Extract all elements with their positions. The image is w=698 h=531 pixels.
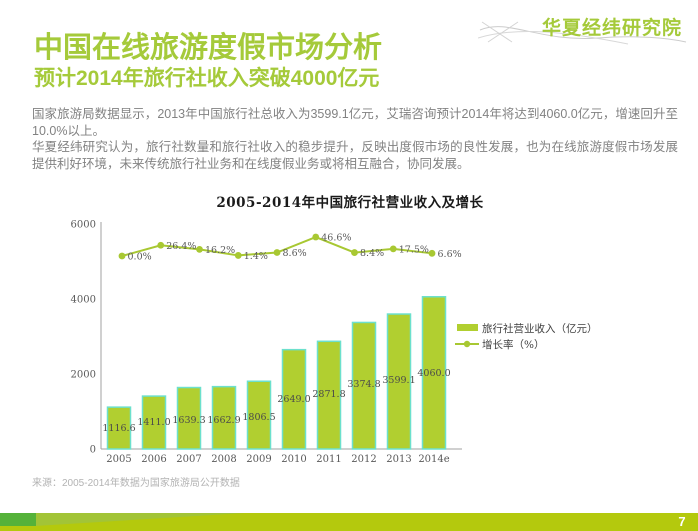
chart-title: 2005-2014年中国旅行社营业收入及增长 <box>216 195 484 211</box>
analysis-text: 国家旅游局数据显示，2013年中国旅行社总收入为3599.1亿元，艾瑞咨询预计2… <box>32 106 678 172</box>
legend-bar-swatch <box>457 324 478 331</box>
y-tick-label: 2000 <box>71 370 96 381</box>
paragraph-2: 华夏经纬研究认为，旅行社数量和旅行社收入的稳步提升，反映出度假市场的良性发展，也… <box>32 140 678 171</box>
growth-point <box>389 245 397 253</box>
revenue-bar <box>141 395 167 450</box>
revenue-bar <box>421 296 447 450</box>
growth-point <box>351 249 358 256</box>
growth-point-label: 8.6% <box>283 248 307 259</box>
growth-point <box>428 249 436 257</box>
growth-point <box>196 246 203 253</box>
logo-swoosh-graphic <box>478 21 687 45</box>
growth-point-label: 17.5% <box>399 244 429 255</box>
growth-point-label: 16.2% <box>205 245 235 256</box>
growth-point-label: 8.4% <box>360 248 384 259</box>
source-note: 来源：2005-2014年数据为国家旅游局公开数据 <box>32 478 240 489</box>
growth-point-label: 46.6% <box>321 233 351 244</box>
y-tick-label: 6000 <box>71 220 96 231</box>
footer-main-stripe <box>0 513 698 531</box>
growth-point-label: 0.0% <box>128 252 152 263</box>
y-tick-label: 4000 <box>71 295 96 306</box>
legend-line-label: 增长率（%） <box>482 338 544 351</box>
bar-value-label: 1411.0 <box>137 417 170 428</box>
bar-value-label: 1662.9 <box>207 415 240 426</box>
revenue-bar <box>281 348 307 450</box>
bar-value-label: 1806.5 <box>242 412 275 423</box>
growth-point <box>157 241 165 249</box>
page-subtitle: 预计2014年旅行社收入突破4000亿元 <box>34 67 380 90</box>
x-tick-label: 2013 <box>386 454 411 465</box>
company-logo: 华夏经纬研究院 <box>541 18 682 39</box>
revenue-growth-chart: 0 2000 4000 6000 1116.6 2005 1411.0 2006 1639.3 2… <box>71 220 598 466</box>
revenue-bar <box>351 321 377 450</box>
bar-value-label: 3374.8 <box>347 379 380 390</box>
x-tick-label: 2006 <box>141 454 166 465</box>
revenue-bar <box>211 385 237 450</box>
bar-value-label: 2649.0 <box>277 394 310 405</box>
growth-point-label: 1.4% <box>244 251 268 262</box>
growth-point-label: 6.6% <box>438 249 462 260</box>
bar-value-label: 2871.8 <box>312 389 345 400</box>
page-title: 中国在线旅游度假市场分析 <box>34 32 383 64</box>
revenue-bar <box>106 406 132 450</box>
growth-point <box>118 252 126 260</box>
growth-point-label: 26.4% <box>166 241 196 252</box>
x-tick-label: 2007 <box>176 454 201 465</box>
x-tick-label: 2009 <box>246 454 271 465</box>
footer-accent-square <box>0 513 36 526</box>
bar-value-label: 1639.3 <box>172 415 205 426</box>
x-tick-label: 2008 <box>211 454 236 465</box>
footer-bar: 7 <box>0 512 698 531</box>
revenue-bar <box>246 380 272 450</box>
page-number: 7 <box>678 514 686 529</box>
bar-value-label: 4060.0 <box>417 368 450 379</box>
x-tick-label: 2014e <box>418 454 449 465</box>
bar-value-label: 3599.1 <box>382 375 415 386</box>
revenue-bar <box>176 386 202 450</box>
x-tick-label: 2012 <box>351 454 376 465</box>
x-tick-label: 2010 <box>281 454 306 465</box>
bar-value-label: 1116.6 <box>102 423 135 434</box>
legend-line-dot <box>463 340 471 348</box>
y-tick-label: 0 <box>90 445 96 456</box>
revenue-bar <box>386 313 412 450</box>
growth-point <box>273 249 281 256</box>
paragraph-1: 国家旅游局数据显示，2013年中国旅行社总收入为3599.1亿元，艾瑞咨询预计2… <box>32 107 678 138</box>
x-tick-label: 2005 <box>106 454 131 465</box>
x-tick-label: 2011 <box>316 454 341 465</box>
revenue-bar <box>316 340 342 450</box>
growth-point <box>234 252 242 259</box>
growth-point <box>312 233 320 241</box>
legend-bar-label: 旅行社营业收入（亿元） <box>482 322 598 335</box>
